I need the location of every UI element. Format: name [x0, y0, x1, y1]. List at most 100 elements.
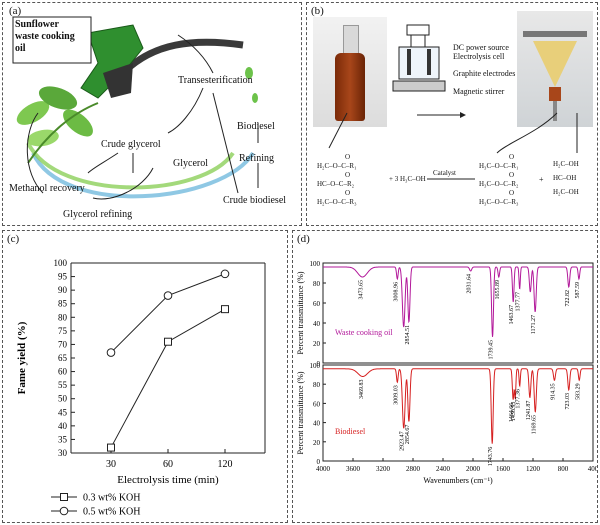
spectrum-frame-0 — [322, 262, 594, 364]
fame-yield-chart: 30 35 40 45 50 55 60 65 70 75 80 85 90 95 100 30 60 120 El… — [16, 258, 266, 518]
triglyceride-r2: HC–O–C–R₂ — [317, 180, 355, 188]
y-tick-label: 50 — [58, 394, 68, 404]
x-tick-label: 2400 — [436, 465, 451, 473]
step-methanol-recovery: Methanol recovery — [9, 183, 85, 194]
peak-label: 1463.67 — [509, 305, 515, 325]
fame-p3: H₃C–O–C–R₃ — [479, 198, 519, 206]
x-tick-label: 1600 — [496, 465, 511, 473]
oil-box-label: Sunflower waste cooking oil — [15, 19, 75, 55]
y-tick-label: 20 — [313, 340, 321, 348]
fuel-hose — [120, 38, 244, 76]
y-tick-label: 55 — [58, 380, 68, 390]
panel-a: (a) Sunflower waste cooking oil Transest… — [2, 2, 302, 226]
y-tick-label: 90 — [58, 285, 68, 295]
swoosh-green — [26, 142, 235, 190]
label-graphite-electrodes: Graphite electrodes — [453, 69, 516, 78]
panel-b: (b) DC power source Electrolysis cell Gr… — [306, 2, 598, 226]
y-tick-label: 40 — [313, 420, 321, 428]
fame-p1: H₃C–O–C–R₁ — [479, 162, 519, 170]
leaf-2 — [38, 86, 78, 110]
plus-glycerol: + — [539, 175, 544, 184]
step-glycerol: Glycerol — [173, 158, 208, 169]
peak-label: 2923.47 — [400, 431, 406, 451]
legend-label-0: 0.3 wt% KOH — [83, 493, 141, 504]
peak-label: 3008.96 — [393, 282, 399, 302]
label-dc-power: DC power source — [453, 43, 509, 52]
electrolysis-apparatus — [392, 24, 446, 92]
nozzle-handle — [103, 63, 133, 98]
legend-marker-square — [60, 493, 68, 501]
peak-label: 722.82 — [565, 290, 571, 307]
panel-c: (c) 30 35 40 45 50 55 60 65 70 75 80 85 90 95 100 30 60 1… — [2, 230, 288, 523]
peak-label: 1464.66 — [509, 403, 515, 423]
y-tick-label: 80 — [313, 280, 321, 288]
glycerol-structure: H₂C–OH HC–OH H₂C–OH — [553, 157, 579, 199]
peak-label: 1377.77 — [516, 292, 522, 312]
x-tick-label: 2000 — [466, 465, 481, 473]
x-tick-label: 3200 — [376, 465, 391, 473]
panel-a-tag: (a) — [9, 5, 22, 17]
peak-label: 2854.51 — [405, 325, 411, 345]
x-tick-label: 3600 — [346, 465, 361, 473]
y-tick-label: 95 — [58, 272, 68, 282]
data-point-square — [164, 337, 172, 346]
x-axis-label: Wavenumbers (cm⁻¹) — [423, 476, 493, 485]
spectrum-line-0 — [323, 266, 593, 337]
x-tick-label: 1200 — [526, 465, 541, 473]
y-tick-label: 100 — [310, 260, 321, 268]
drop-2 — [252, 93, 258, 103]
y-tick-label: 45 — [58, 407, 68, 417]
triglyceride-r3: O–C–R₃ — [332, 198, 357, 206]
y-tick-label: 65 — [58, 353, 68, 363]
panel-d-tag: (d) — [297, 233, 310, 245]
fame-products: O H₃C–O–C–R₁ O H₃C–O–C–R₂ O H₃C–O–C–R₃ — [479, 153, 519, 206]
peak-label: 1743.76 — [488, 447, 494, 467]
x-axis-label: Electrolysis time (min) — [117, 474, 219, 486]
y-tick-label: 100 — [310, 362, 321, 370]
photo-separatory-funnel — [517, 11, 593, 127]
legend-label-1: 0.5 wt% KOH — [83, 507, 141, 518]
peak-label: 723.03 — [565, 393, 571, 410]
step-crude-glycerol: Crude glycerol — [101, 139, 161, 150]
y-axis-label: Fame yield (%) — [16, 321, 28, 394]
step-glycerol-refining: Glycerol refining — [63, 209, 133, 220]
series-name-0: Waste cooking oil — [335, 328, 393, 337]
peak-label: 583.29 — [575, 383, 581, 400]
spectrum-frame-1 — [322, 364, 594, 462]
drop-1 — [245, 67, 253, 79]
x-tick-label: 800 — [558, 465, 569, 473]
data-point-circle — [106, 348, 116, 357]
plus-methanol: + 3 H₃C–OH — [389, 175, 426, 183]
peak-label: 1171.27 — [531, 315, 537, 334]
panel-b-tag: (b) — [311, 5, 324, 17]
peak-label: 1655.89 — [495, 280, 501, 300]
fame-p2: H₃C–O–C–R₂ — [479, 180, 519, 188]
oil-box-line-2: waste cooking — [15, 31, 75, 42]
y-tick-label: 0 — [317, 458, 321, 466]
triglyceride-structure: O H₂C–O–C–R₁ O HC–O–C–R₂ O H₂C–O–C–R₃ — [317, 153, 357, 206]
peak-label: 3473.65 — [358, 280, 364, 300]
catalyst-label: Catalyst — [433, 169, 456, 177]
data-point-square — [107, 443, 115, 452]
y-tick-label: 40 — [58, 421, 68, 431]
data-point-circle — [163, 291, 173, 300]
process-arrows — [26, 34, 259, 200]
spectrum-line-1 — [323, 368, 593, 444]
oil-box-line-1: Sunflower — [15, 19, 59, 30]
data-point-circle — [220, 269, 230, 279]
x-tick-label: 400 — [588, 465, 598, 473]
y-tick-label: 80 — [313, 381, 321, 389]
y-tick-label: 85 — [58, 299, 68, 309]
y-tick-label: 35 — [58, 434, 68, 444]
panel-d: (d) 0 20 40 60 80 100 Percent transmittance (%… — [292, 230, 598, 523]
swoosh-blue — [31, 151, 255, 199]
step-biodiesel: Biodiesel — [237, 121, 275, 132]
peak-label: 2031.64 — [467, 274, 473, 294]
legend-marker-circle — [59, 506, 69, 516]
data-point-square — [221, 305, 229, 314]
peak-label: 3469.83 — [359, 380, 365, 400]
leaf-1 — [16, 101, 50, 125]
leaf-4 — [63, 109, 93, 137]
label-magnetic-stirrer: Magnetic stirrer — [453, 87, 505, 96]
peak-label: 1739.45 — [489, 340, 495, 360]
